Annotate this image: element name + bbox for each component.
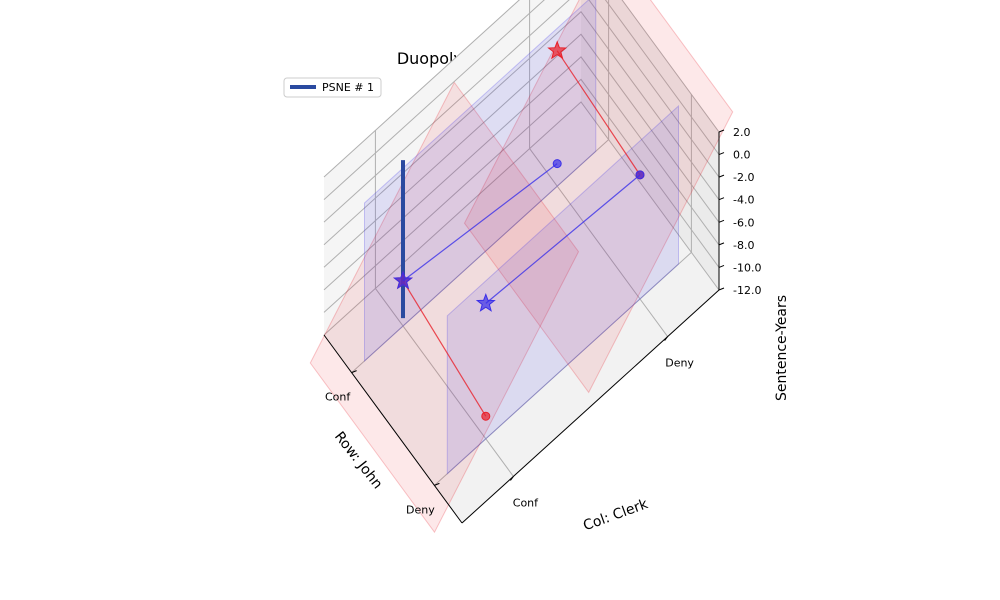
row-tick-label-0: Conf [325,391,351,404]
payoff-surfaces [309,0,734,534]
z-tick-label-4: -4.0 [733,194,754,207]
row-best-response-surface-0 [309,81,580,534]
row-axis-line [323,334,463,524]
legend: PSNE # 1 [283,77,382,98]
row-tick-mark-1 [434,482,440,486]
z-tick-mark-1 [718,264,725,268]
legend-box [283,77,382,98]
axes-panes [324,0,719,523]
z-tick-mark-2 [718,242,725,246]
col-tick-label-1: Deny [665,357,694,370]
back-right-pane [581,0,719,290]
data-marks [393,40,645,421]
z-gridline-0 [323,101,720,336]
legend-psne-label: PSNE # 1 [322,81,374,94]
row-payoff-point-conf-deny [547,40,568,60]
z-tick-mark-5 [718,174,725,178]
z-tick-label-6: 0.0 [733,149,751,162]
col-tick-mark-1 [664,336,668,341]
row-payoff-line-0 [402,280,487,417]
z-tick-mark-3 [718,219,725,223]
row-best-response-surface-1 [463,0,734,394]
z-gridline-5 [323,0,720,223]
col-payoff-point-conf-conf [393,270,413,290]
z-gridline-7 [323,0,720,178]
col-best-response-surface-0 [364,0,597,363]
z-tick-mark-7 [718,129,725,133]
col-gridline-0 [374,130,514,477]
z-tick-label-5: -2.0 [733,171,754,184]
col-payoff-point-deny-deny [635,170,645,180]
row-payoff-line-1 [556,50,641,176]
row-gridline-0 [351,0,610,373]
z-axis-label: Sentence-Years [774,295,790,401]
floor-pane [324,102,719,523]
z-tick-label-7: 2.0 [733,126,751,139]
tick-labels: Conf Deny Conf Deny -12.0 -10.0 -8.0 -6.0 -4.0 -2… [325,126,762,516]
z-gridline-4 [323,10,720,246]
z-gridline-2 [323,56,720,291]
z-gridline-1 [323,78,720,313]
z-gridline-6 [323,0,720,200]
z-tick-mark-4 [718,197,725,201]
row-gridline-1 [434,94,692,486]
z-tick-label-1: -10.0 [733,261,761,274]
col-payoff-point-deny-conf [475,292,496,312]
axis-edges [323,132,720,524]
col-gridline-1 [529,0,669,337]
z-tick-mark-6 [718,152,725,156]
row-payoff-point-deny-conf [481,411,491,421]
col-payoff-line-0 [402,163,558,282]
col-axis-line [461,289,720,524]
col-payoff-point-conf-deny [552,159,562,169]
col-payoff-line-1 [485,174,641,304]
row-tick-label-1: Deny [406,503,435,516]
col-tick-label-0: Conf [513,496,539,509]
z-tick-mark-0 [718,287,725,291]
row-tick-mark-0 [351,370,357,374]
z-tick-label-3: -6.0 [733,216,754,229]
col-best-response-surface-1 [446,104,679,475]
y-axis-label: Col: Clerk [581,496,651,534]
grid-lines [323,0,720,486]
col-tick-mark-0 [509,476,514,481]
z-gridline-3 [323,33,720,268]
back-left-pane [324,0,581,335]
z-tick-label-0: -12.0 [733,284,761,297]
z-tick-label-2: -8.0 [733,239,754,252]
